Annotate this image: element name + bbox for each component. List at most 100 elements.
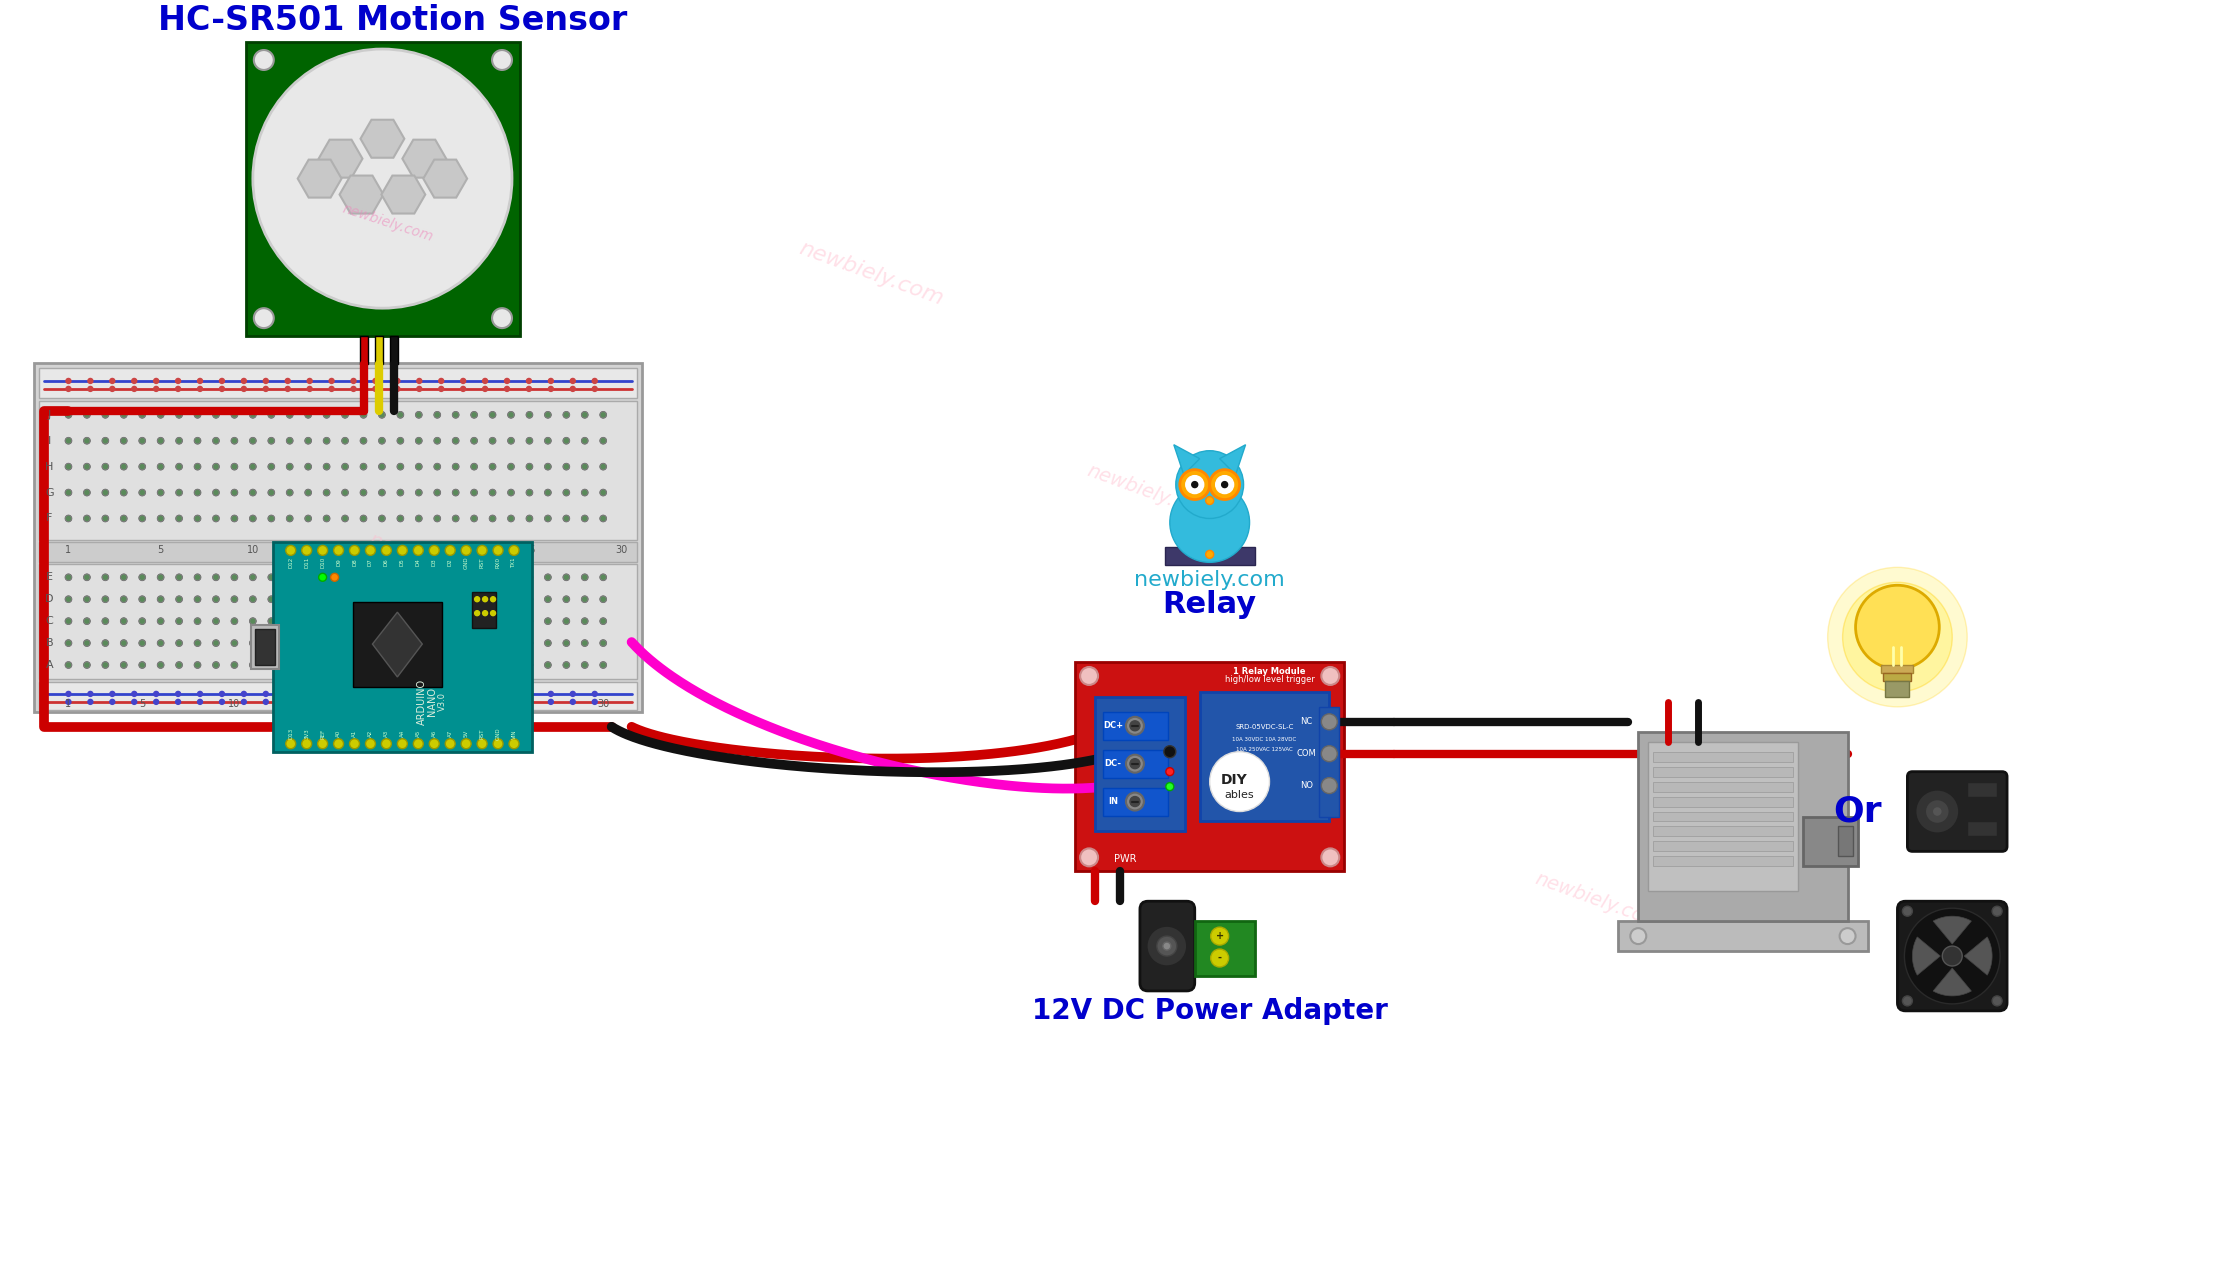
Circle shape <box>489 595 496 603</box>
Circle shape <box>85 575 89 579</box>
Text: D5: D5 <box>400 558 405 566</box>
Circle shape <box>212 640 219 646</box>
Circle shape <box>65 488 72 496</box>
Text: GND: GND <box>496 728 501 740</box>
Circle shape <box>489 413 494 417</box>
Circle shape <box>306 692 313 696</box>
Circle shape <box>324 598 329 602</box>
Bar <box>1095 697 1185 832</box>
Circle shape <box>141 575 145 579</box>
Circle shape <box>510 516 514 520</box>
Circle shape <box>103 463 110 471</box>
Circle shape <box>398 619 402 623</box>
Circle shape <box>1131 758 1140 768</box>
Circle shape <box>438 387 445 392</box>
Circle shape <box>215 663 219 667</box>
Circle shape <box>599 574 606 581</box>
Circle shape <box>436 641 440 645</box>
Circle shape <box>1216 476 1234 494</box>
Circle shape <box>230 640 237 646</box>
Circle shape <box>378 488 384 496</box>
Bar <box>1196 921 1254 976</box>
Circle shape <box>177 411 183 418</box>
Bar <box>38 682 637 710</box>
Text: A1: A1 <box>353 730 358 738</box>
Circle shape <box>103 598 107 602</box>
Circle shape <box>139 661 145 669</box>
Circle shape <box>438 700 445 705</box>
Circle shape <box>67 439 72 443</box>
Circle shape <box>492 50 512 70</box>
Circle shape <box>398 411 405 418</box>
Circle shape <box>489 574 496 581</box>
Text: 15: 15 <box>320 698 333 709</box>
Circle shape <box>342 463 349 471</box>
Circle shape <box>483 379 487 383</box>
Circle shape <box>451 488 458 496</box>
Circle shape <box>232 598 237 602</box>
Circle shape <box>286 488 293 496</box>
Circle shape <box>581 411 588 418</box>
Circle shape <box>232 663 237 667</box>
Circle shape <box>362 619 367 623</box>
Circle shape <box>454 439 458 443</box>
Circle shape <box>581 661 588 669</box>
Circle shape <box>324 618 331 625</box>
Circle shape <box>67 491 72 495</box>
Circle shape <box>451 595 458 603</box>
Circle shape <box>268 488 275 496</box>
Text: HC-SR501 Motion Sensor: HC-SR501 Motion Sensor <box>159 4 628 37</box>
Circle shape <box>1080 848 1097 866</box>
Circle shape <box>141 516 145 520</box>
Text: newbiely.com: newbiely.com <box>1084 460 1216 524</box>
Circle shape <box>268 491 273 495</box>
Circle shape <box>65 595 72 603</box>
Circle shape <box>132 379 136 383</box>
Circle shape <box>306 598 311 602</box>
Circle shape <box>378 438 384 444</box>
Circle shape <box>416 661 422 669</box>
Circle shape <box>288 464 293 468</box>
Circle shape <box>601 491 606 495</box>
Polygon shape <box>1220 445 1245 474</box>
Bar <box>250 625 279 669</box>
Circle shape <box>304 515 311 522</box>
Circle shape <box>67 692 72 696</box>
Text: NO: NO <box>1301 781 1312 790</box>
Circle shape <box>268 618 275 625</box>
Circle shape <box>599 463 606 471</box>
Circle shape <box>342 595 349 603</box>
Text: 15: 15 <box>340 546 351 556</box>
Circle shape <box>342 413 346 417</box>
Circle shape <box>474 611 481 616</box>
Circle shape <box>583 619 588 623</box>
Circle shape <box>121 619 125 623</box>
Circle shape <box>1828 567 1967 707</box>
Circle shape <box>342 488 349 496</box>
Circle shape <box>156 661 163 669</box>
Circle shape <box>373 379 378 383</box>
Circle shape <box>103 663 107 667</box>
Text: G: G <box>45 487 54 497</box>
Circle shape <box>510 464 514 468</box>
Text: NC: NC <box>1301 717 1312 726</box>
Circle shape <box>451 661 458 669</box>
Circle shape <box>83 463 89 471</box>
Circle shape <box>494 739 503 749</box>
Circle shape <box>1855 585 1940 669</box>
Circle shape <box>177 618 183 625</box>
Circle shape <box>362 439 367 443</box>
Circle shape <box>212 618 219 625</box>
Circle shape <box>360 640 367 646</box>
Circle shape <box>599 640 606 646</box>
Circle shape <box>380 516 384 520</box>
Circle shape <box>194 574 201 581</box>
Bar <box>38 565 637 679</box>
Polygon shape <box>320 140 362 178</box>
Circle shape <box>197 692 203 696</box>
Circle shape <box>159 516 163 520</box>
Circle shape <box>563 641 568 645</box>
Circle shape <box>367 546 375 556</box>
Circle shape <box>139 574 145 581</box>
Circle shape <box>451 438 458 444</box>
